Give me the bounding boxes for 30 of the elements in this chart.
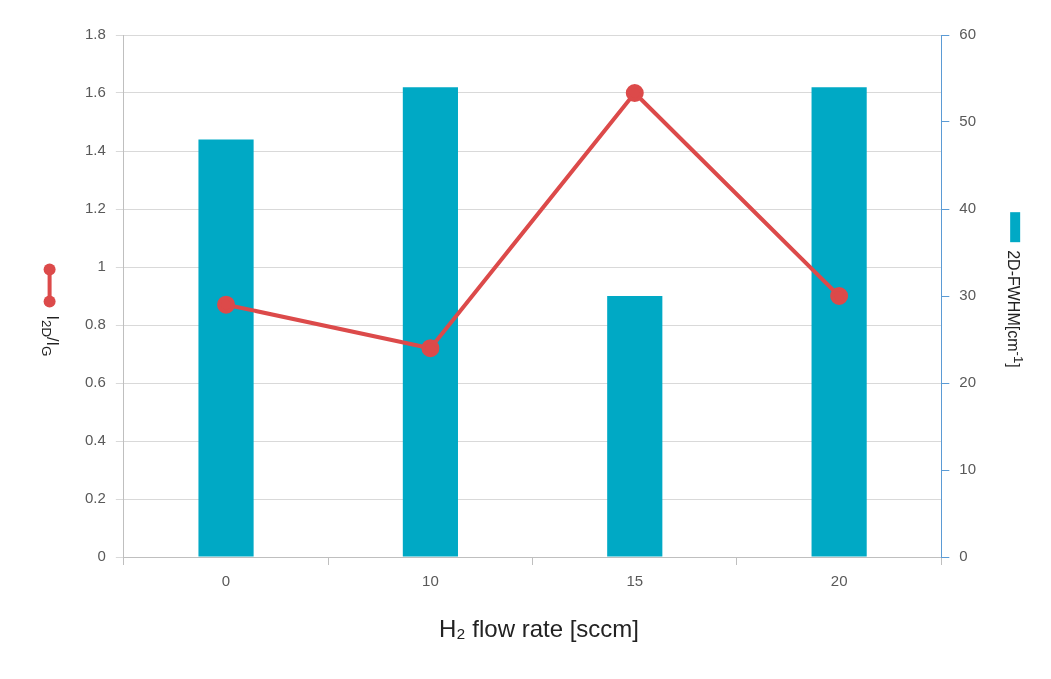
y2-tick-label: 10: [959, 460, 976, 478]
y-tick-label: 1.8: [84, 25, 106, 43]
y-tick-label: 0.4: [84, 431, 106, 449]
y-tick-label: 0: [97, 547, 106, 565]
y-tick-label: 0.8: [84, 315, 106, 333]
x-tick-label: 20: [830, 572, 848, 590]
y2-tick-label: 20: [959, 373, 976, 391]
y2-tick-label: 60: [959, 25, 976, 43]
x-tick-label: 15: [626, 572, 644, 590]
y-tick-label: 0.2: [84, 489, 106, 507]
y2-tick-label: 40: [959, 199, 976, 217]
point: [625, 84, 644, 102]
bar: [402, 87, 458, 557]
y2-tick-label: 50: [959, 112, 976, 130]
point: [217, 295, 236, 314]
point: [421, 339, 440, 358]
x-tick-label: 10: [422, 572, 439, 590]
y-tick-label: 1.4: [84, 141, 106, 159]
bar: [198, 139, 254, 557]
x-axis-title: H₂ flow rate [sccm]: [438, 615, 640, 643]
bar: [811, 87, 867, 557]
y-tick-label: 1.6: [84, 83, 106, 101]
y2-tick-label: 30: [959, 286, 976, 304]
y-tick-label: 1.2: [84, 199, 106, 217]
bar: [607, 296, 663, 557]
y-tick-label: 0.6: [84, 373, 106, 391]
x-tick-label: 0: [221, 572, 231, 590]
y-tick-label: 1: [97, 257, 106, 275]
point: [830, 287, 849, 305]
y2-tick-label: 0: [959, 547, 968, 565]
